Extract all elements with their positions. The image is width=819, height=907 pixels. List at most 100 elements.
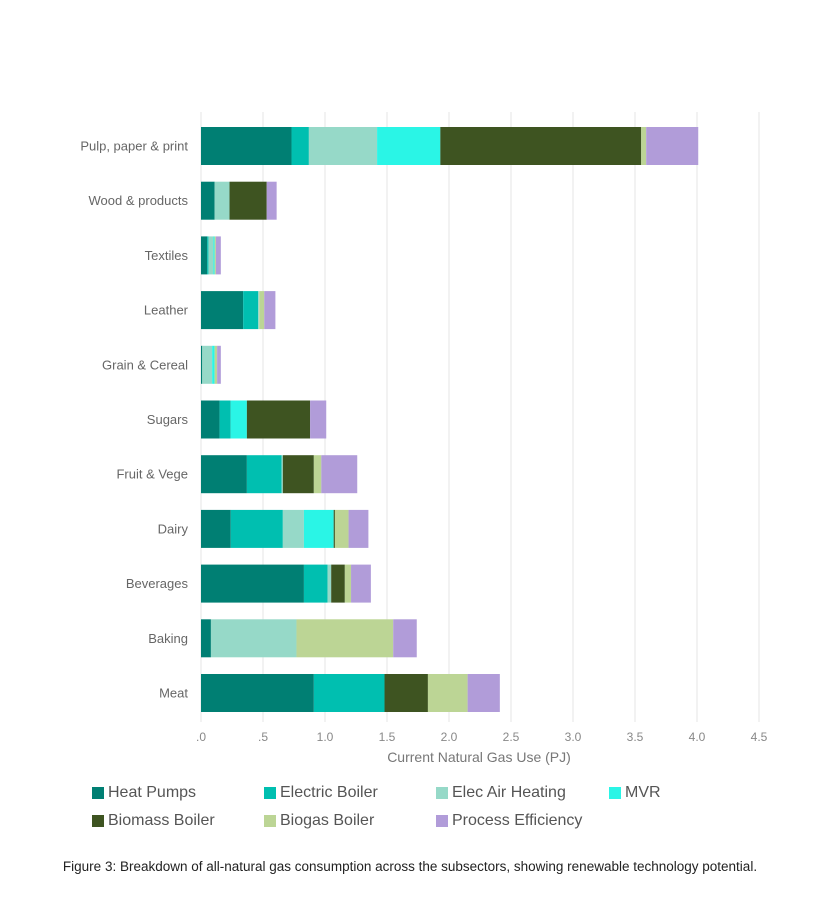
bar-segment — [214, 345, 218, 384]
bar-segment — [214, 236, 216, 275]
bar-segment — [213, 236, 215, 275]
x-tick-label: 4.0 — [689, 730, 706, 744]
bar-segment — [214, 181, 230, 220]
bar-segment — [215, 236, 221, 275]
bar-segment — [230, 509, 283, 548]
legend-item: Biogas Boiler — [264, 812, 374, 830]
bar-segment — [303, 564, 328, 603]
bar-segment — [467, 674, 500, 712]
legend-label: Process Efficiency — [452, 812, 583, 829]
bar-segment — [208, 236, 214, 275]
bar-segment — [348, 509, 369, 548]
bar-segment — [219, 400, 231, 439]
bar-segment — [201, 509, 231, 548]
bar-segment — [641, 127, 647, 165]
bar-segment — [266, 181, 277, 220]
bar-segment — [217, 345, 221, 384]
bar-segment — [201, 400, 220, 439]
figure-caption: Figure 3: Breakdown of all-natural gas c… — [62, 859, 758, 874]
bar-segment — [201, 291, 244, 330]
x-tick-label: 1.0 — [317, 730, 334, 744]
bar-segment — [230, 400, 247, 439]
legend-swatch — [436, 787, 448, 799]
bar-segment — [282, 455, 314, 494]
category-label: Dairy — [158, 521, 189, 536]
bar-segment — [310, 400, 327, 439]
bar-segment — [377, 127, 441, 165]
legend-label: Biogas Boiler — [280, 812, 375, 829]
legend-swatch — [264, 787, 276, 799]
bar-segment — [327, 564, 332, 603]
legend-swatch — [436, 815, 448, 827]
bar-segment — [308, 127, 378, 165]
bar-segment — [258, 291, 260, 330]
x-axis-title: Current Natural Gas Use (PJ) — [387, 749, 571, 765]
bar-segment — [331, 564, 345, 603]
bars — [201, 127, 699, 712]
bar-segment — [313, 674, 385, 712]
category-label: Textiles — [145, 248, 189, 263]
bar-segment — [282, 509, 304, 548]
bar-segment — [201, 181, 215, 220]
bar-segment — [303, 509, 334, 548]
category-label: Pulp, paper & print — [80, 139, 188, 154]
legend-item: Heat Pumps — [92, 784, 196, 802]
legend-label: Heat Pumps — [108, 784, 197, 801]
x-tick-label: 3.5 — [627, 730, 644, 744]
legend-label: Elec Air Heating — [452, 784, 566, 801]
category-label: Baking — [148, 631, 188, 646]
legend-label: Electric Boiler — [280, 784, 378, 801]
category-labels: Pulp, paper & print Wood & products Textil… — [80, 139, 188, 701]
x-tick-label: 3.0 — [565, 730, 582, 744]
legend-item: Process Efficiency — [436, 812, 582, 830]
bar-segment — [202, 345, 213, 384]
bar-segment — [296, 619, 394, 658]
legend-swatch — [264, 815, 276, 827]
legend-swatch — [609, 787, 621, 799]
stacked-bar-chart: Pulp, paper & print Wood & products Textil… — [80, 112, 768, 765]
bar-segment — [291, 127, 309, 165]
bar-segment — [201, 564, 304, 603]
bar-segment — [246, 400, 311, 439]
legend-label: Biomass Boiler — [108, 812, 215, 829]
bar-segment — [646, 127, 699, 165]
x-tick-label: 1.5 — [379, 730, 396, 744]
category-label: Leather — [144, 303, 189, 318]
bar-segment — [384, 674, 428, 712]
bar-segment — [393, 619, 417, 658]
bar-segment — [246, 455, 282, 494]
bar-segment — [321, 455, 358, 494]
legend-label: MVR — [625, 784, 661, 801]
bar-segment — [259, 291, 265, 330]
category-label: Beverages — [126, 576, 189, 591]
x-tick-label: 2.0 — [441, 730, 458, 744]
bar-segment — [210, 619, 297, 658]
category-label: Sugars — [147, 412, 189, 427]
bar-segment — [201, 619, 211, 658]
legend-item: MVR — [609, 784, 661, 802]
bar-segment — [229, 181, 267, 220]
x-tick-label: .0 — [196, 730, 206, 744]
bar-segment — [313, 455, 322, 494]
x-tick-label: .5 — [258, 730, 268, 744]
legend-item: Electric Boiler — [264, 784, 378, 802]
category-label: Wood & products — [89, 193, 189, 208]
bar-segment — [201, 345, 203, 384]
legend-swatch — [92, 815, 104, 827]
x-tick-label: 4.5 — [751, 730, 768, 744]
bar-segment — [207, 236, 209, 275]
legend-swatch — [92, 787, 104, 799]
bar-segment — [440, 127, 642, 165]
legend-item: Biomass Boiler — [92, 812, 215, 830]
category-label: Fruit & Vege — [116, 467, 188, 482]
category-label: Grain & Cereal — [102, 357, 188, 372]
x-tick-label: 2.5 — [503, 730, 520, 744]
bar-segment — [201, 127, 292, 165]
legend-item: Elec Air Heating — [436, 784, 566, 802]
bar-segment — [264, 291, 276, 330]
bar-segment — [281, 455, 283, 494]
category-label: Meat — [159, 686, 188, 701]
bar-segment — [212, 345, 215, 384]
bar-segment — [334, 509, 349, 548]
x-tick-labels: .0 .5 1.0 1.5 2.0 2.5 3.0 3.5 4.0 4.5 — [196, 730, 768, 744]
